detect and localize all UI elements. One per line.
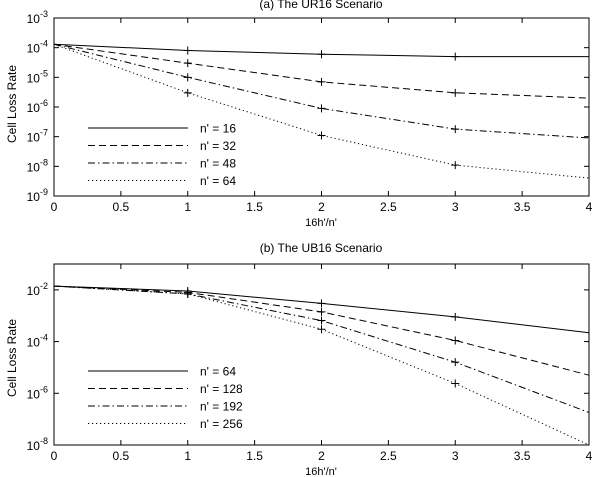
panel-b: (b) The UB16 Scenario Cell Loss Rate 16h… (5, 241, 593, 477)
x-tick-label: 4 (586, 449, 593, 463)
data-point-marker (451, 88, 460, 97)
y-tick-label: 10-6 (27, 98, 48, 115)
data-point-marker (317, 299, 326, 308)
data-point-marker (317, 104, 326, 113)
data-point-marker (317, 325, 326, 334)
panel-a: (a) The UR16 Scenario Cell Loss Rate 16h… (5, 0, 593, 229)
title-a: (a) The UR16 Scenario (259, 0, 382, 11)
y-tick-label: 10-9 (27, 187, 48, 204)
xlabel-a: 16h'/n' (305, 217, 337, 229)
y-tick-label: 10-6 (27, 384, 48, 401)
y-tick-label: 10-4 (27, 333, 48, 350)
plot-area-b: 0 0.5 1 1.5 2 2.5 3 3.5 4 10-8 10-6 10-4 10-2 (27, 263, 593, 463)
data-point-marker (317, 50, 326, 59)
data-point-marker (183, 59, 192, 68)
legend-label-b-3: n' = 192 (200, 400, 243, 414)
data-point-marker (317, 316, 326, 325)
data-point-marker (451, 312, 460, 321)
data-point-marker (183, 289, 192, 298)
x-tick-label: 2 (318, 200, 325, 214)
series-line-a-3 (53, 43, 590, 139)
x-tick-label: 3.5 (514, 200, 531, 214)
y-tick-label: 10-8 (27, 436, 48, 453)
title-b: (b) The UB16 Scenario (260, 241, 383, 255)
x-tick-label: 4 (586, 200, 593, 214)
data-point-marker (317, 307, 326, 316)
y-tick-label: 10-8 (27, 157, 48, 174)
x-tick-label: 3 (452, 449, 459, 463)
y-tick-label: 10-3 (27, 9, 48, 26)
x-tick-label: 0 (51, 200, 58, 214)
plot-area-a: 0 0.5 1 1.5 2 2.5 3 3.5 4 10-9 10-8 10-7 10-6 10-5 10-… (27, 9, 593, 214)
data-point-marker (451, 379, 460, 388)
x-tick-label: 2.5 (380, 449, 397, 463)
series-line-a-4 (53, 43, 590, 179)
x-tick-label: 1 (184, 449, 191, 463)
x-tick-label: 3.5 (514, 449, 531, 463)
legend-b: n' = 64 n' = 128 n' = 192 n' = 256 (88, 365, 243, 431)
ylabel-b: Cell Loss Rate (5, 319, 19, 397)
legend-label-a-1: n' = 16 (200, 122, 236, 136)
legend-label-b-1: n' = 64 (200, 365, 236, 379)
ylabel-a: Cell Loss Rate (5, 65, 19, 143)
xlabel-b: 16h'/n' (305, 466, 337, 477)
data-point-marker (451, 125, 460, 134)
x-tick-label: 0.5 (113, 449, 130, 463)
x-tick-label: 0 (51, 449, 58, 463)
x-tick-label: 1.5 (246, 200, 263, 214)
data-point-marker (317, 77, 326, 86)
data-point-marker (183, 88, 192, 97)
legend-label-a-4: n' = 64 (200, 174, 236, 188)
x-tick-label: 1.5 (246, 449, 263, 463)
data-point-marker (451, 52, 460, 61)
y-tick-label: 10-7 (27, 128, 48, 145)
legend-a: n' = 16 n' = 32 n' = 48 n' = 64 (88, 122, 236, 188)
x-tick-label: 3 (452, 200, 459, 214)
data-point-marker (317, 131, 326, 140)
y-tick-label: 10-2 (27, 281, 48, 298)
data-point-marker (451, 161, 460, 170)
legend-label-b-4: n' = 256 (200, 417, 243, 431)
data-point-marker (183, 46, 192, 55)
data-point-marker (183, 73, 192, 82)
legend-label-b-2: n' = 128 (200, 382, 243, 396)
y-tick-label: 10-4 (27, 39, 48, 56)
x-tick-label: 0.5 (113, 200, 130, 214)
legend-label-a-2: n' = 32 (200, 139, 236, 153)
series-line-b-3 (53, 285, 590, 413)
data-point-marker (451, 336, 460, 345)
x-tick-label: 1 (184, 200, 191, 214)
legend-label-a-3: n' = 48 (200, 157, 236, 171)
y-tick-label: 10-5 (27, 68, 48, 85)
x-tick-label: 2 (318, 449, 325, 463)
data-point-marker (451, 358, 460, 367)
x-tick-label: 2.5 (380, 200, 397, 214)
